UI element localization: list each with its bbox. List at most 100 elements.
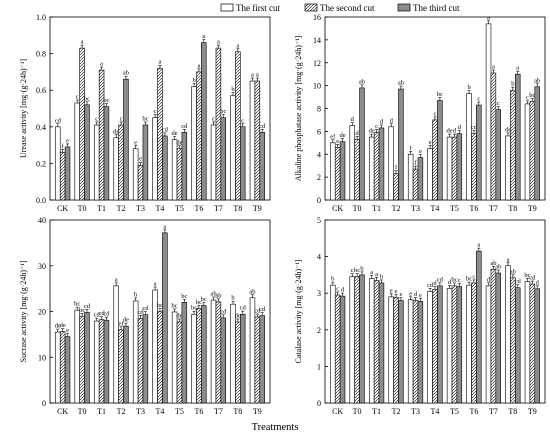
sucrase-bar-first-cut-CK — [55, 331, 61, 404]
sucrase-bar-third-cut-T3 — [142, 314, 149, 404]
urease-bar-third-cut-T7 — [220, 117, 227, 201]
sucrase-x-tick-label: T3 — [136, 407, 145, 416]
catalase-bar-second-cut-T2 — [393, 297, 399, 404]
catalase-bar-third-cut-T6 — [476, 250, 482, 404]
sucrase-bar-second-cut-T6 — [196, 307, 202, 404]
legend-label-second: The second cut — [320, 3, 375, 13]
urease-significance-letter: de — [176, 139, 182, 146]
catalase-significance-letter: cd — [427, 282, 434, 289]
catalase-bar-second-cut-T8 — [510, 277, 516, 404]
alkaline-phosphatase-bar-third-cut-CK — [339, 141, 346, 201]
urease-significance-letter: bc — [84, 95, 90, 102]
urease-bar-second-cut-T4 — [157, 67, 163, 201]
catalase-x-tick-label: T0 — [353, 407, 362, 416]
alkaline-phosphatase-bar-second-cut-T3 — [412, 168, 419, 201]
urease-y-tick-label: 0.6 — [36, 86, 46, 95]
legend-swatch-second — [304, 3, 318, 12]
alkaline-phosphatase-bar-first-cut-T8 — [505, 135, 511, 201]
catalase-significance-letter: c — [458, 277, 461, 284]
catalase-x-tick-label: T3 — [411, 407, 420, 416]
sucrase-significance-letter: bc — [191, 305, 197, 312]
catalase-bar-third-cut-T1 — [378, 282, 385, 404]
sucrase-significance-letter: a — [115, 276, 118, 283]
catalase-y-tick-label: 2 — [317, 326, 321, 335]
catalase-significance-letter: ab — [490, 260, 496, 267]
sucrase-significance-letter: cd — [103, 311, 110, 318]
catalase-bar-third-cut-T8 — [515, 287, 521, 404]
sucrase-significance-letter: b — [134, 291, 137, 298]
catalase-bar-first-cut-T1 — [368, 278, 375, 404]
catalase-significance-letter: c — [351, 267, 354, 274]
catalase-bar-second-cut-T9 — [529, 283, 536, 404]
urease-significance-letter: c — [95, 115, 98, 122]
alkaline-phosphatase-y-axis-title: Alkaline phosphatase activity [mg·(g·24h… — [294, 35, 303, 181]
sucrase-y-axis-title: Sucrase activity [mg·(g·24h)⁻¹] — [19, 260, 28, 362]
alkaline-phosphatase-significance-letter: ab — [534, 77, 540, 84]
catalase-significance-letter: c — [336, 286, 339, 293]
catalase-significance-letter: d — [536, 279, 540, 286]
catalase-significance-letter: a — [370, 269, 373, 276]
alkaline-phosphatase-significance-letter: d — [458, 124, 462, 131]
catalase-bar-first-cut-T9 — [524, 281, 531, 404]
urease-bar-first-cut-T8 — [230, 95, 236, 201]
alkaline-phosphatase-bar-third-cut-T2 — [398, 88, 404, 201]
urease-y-tick-label: 0.2 — [36, 159, 46, 168]
alkaline-phosphatase-significance-letter: cd — [471, 124, 478, 131]
legend-entry-second: The second cut — [304, 3, 375, 13]
sucrase-y-tick-label: 30 — [38, 262, 46, 271]
urease-x-tick-label: T3 — [136, 204, 145, 213]
catalase-significance-letter: cd — [515, 278, 522, 285]
catalase-bar-first-cut-T0 — [349, 276, 355, 404]
common-x-axis-title: Treatments — [252, 422, 299, 433]
sucrase-significance-letter: cd — [84, 303, 91, 310]
legend-swatch-third — [397, 3, 411, 12]
urease-significance-letter: e — [134, 139, 137, 146]
alkaline-phosphatase-significance-letter: c — [477, 96, 480, 103]
alkaline-phosphatase-y-tick-label: 14 — [313, 36, 321, 45]
sucrase-x-tick-label: T5 — [175, 407, 184, 416]
sucrase-bar-second-cut-T0 — [79, 316, 85, 404]
urease-significance-letter: c — [120, 115, 123, 122]
urease-bar-third-cut-T1 — [103, 106, 110, 201]
catalase-bar-second-cut-T6 — [471, 282, 477, 404]
alkaline-phosphatase-significance-letter: a — [492, 64, 495, 71]
urease-bar-first-cut-T7 — [210, 124, 217, 201]
alkaline-phosphatase-y-tick-label: 0 — [317, 196, 321, 205]
alkaline-phosphatase-bar-third-cut-T0 — [359, 87, 365, 201]
alkaline-phosphatase-bar-first-cut-CK — [330, 142, 336, 201]
alkaline-phosphatase-bar-first-cut-T7 — [485, 23, 492, 201]
alkaline-phosphatase-significance-letter: d — [351, 116, 355, 123]
sucrase-significance-letter: cd — [142, 305, 149, 312]
alkaline-phosphatase-significance-letter: d — [355, 130, 359, 137]
urease-significance-letter: c — [241, 117, 244, 124]
sucrase-bar-second-cut-T8 — [235, 321, 241, 404]
alkaline-phosphatase-y-tick-label: 2 — [317, 173, 321, 182]
alkaline-phosphatase-bar-first-cut-T5 — [446, 136, 453, 201]
urease-significance-letter: de — [172, 130, 178, 137]
urease-x-tick-label: CK — [57, 204, 68, 213]
sucrase-x-tick-label: T0 — [78, 407, 87, 416]
sucrase-x-tick-label: T8 — [233, 407, 242, 416]
sucrase-bar-first-cut-T7 — [210, 299, 217, 404]
urease-significance-letter: a — [197, 62, 200, 69]
catalase-significance-letter: d — [341, 287, 345, 294]
urease-bar-third-cut-T3 — [142, 124, 149, 201]
urease-x-tick-label: T0 — [78, 204, 87, 213]
catalase-significance-letter: a — [507, 256, 510, 263]
catalase-bar-third-cut-T3 — [417, 300, 424, 404]
sucrase-bar-first-cut-T3 — [132, 300, 139, 404]
catalase-significance-letter: d — [414, 291, 418, 298]
catalase-bar-second-cut-T4 — [432, 289, 438, 404]
urease-bar-second-cut-T7 — [215, 47, 222, 201]
catalase-bar-first-cut-T7 — [485, 285, 492, 404]
alkaline-phosphatase-x-tick-label: T8 — [508, 204, 517, 213]
sucrase-bar-first-cut-T0 — [74, 309, 80, 404]
catalase-significance-letter: cd — [437, 276, 444, 283]
urease-significance-letter: cd — [55, 117, 62, 124]
alkaline-phosphatase-significance-letter: bc — [529, 92, 535, 99]
urease-bar-third-cut-T0 — [84, 104, 90, 201]
alkaline-phosphatase-bar-third-cut-T9 — [534, 86, 540, 201]
urease-bar-second-cut-T3 — [137, 164, 144, 201]
catalase-bar-second-cut-T5 — [451, 285, 458, 404]
alkaline-phosphatase-significance-letter: ef — [330, 133, 336, 140]
